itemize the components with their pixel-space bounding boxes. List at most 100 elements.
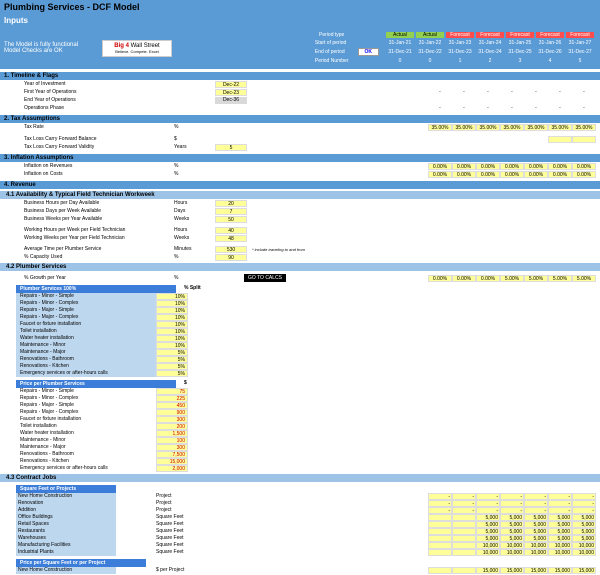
- forecast-cell[interactable]: -: [500, 105, 524, 112]
- forecast-cell[interactable]: 0.00%: [428, 163, 452, 170]
- sq-cell[interactable]: [452, 514, 476, 521]
- forecast-cell[interactable]: 5.00%: [500, 275, 524, 282]
- pct-cell[interactable]: 10%: [156, 293, 188, 300]
- sq-cell[interactable]: 15,000: [548, 567, 572, 574]
- forecast-cell[interactable]: 0.00%: [476, 275, 500, 282]
- sq-cell[interactable]: 10,000: [476, 542, 500, 549]
- forecast-cell[interactable]: -: [524, 89, 548, 96]
- price-cell[interactable]: 1,500: [156, 430, 188, 437]
- pct-cell[interactable]: 10%: [156, 335, 188, 342]
- sq-cell[interactable]: -: [524, 493, 548, 500]
- pct-cell[interactable]: 10%: [156, 300, 188, 307]
- sq-cell[interactable]: 15,000: [476, 567, 500, 574]
- sq-cell[interactable]: 10,000: [524, 542, 548, 549]
- sq-cell[interactable]: [428, 549, 452, 556]
- sq-cell[interactable]: 5,000: [572, 535, 596, 542]
- sq-cell[interactable]: 10,000: [548, 542, 572, 549]
- sq-cell[interactable]: -: [452, 493, 476, 500]
- forecast-cell[interactable]: -: [548, 89, 572, 96]
- sq-cell[interactable]: [452, 567, 476, 574]
- price-cell[interactable]: 900: [156, 409, 188, 416]
- sq-cell[interactable]: 10,000: [572, 542, 596, 549]
- sq-cell[interactable]: -: [500, 500, 524, 507]
- sq-cell[interactable]: 5,000: [524, 514, 548, 521]
- forecast-cell[interactable]: 35.00%: [572, 124, 596, 131]
- sq-cell[interactable]: 5,000: [476, 514, 500, 521]
- forecast-cell[interactable]: 35.00%: [548, 124, 572, 131]
- sq-cell[interactable]: -: [452, 500, 476, 507]
- sq-cell[interactable]: -: [548, 493, 572, 500]
- sq-cell[interactable]: 5,000: [524, 535, 548, 542]
- price-cell[interactable]: 225: [156, 395, 188, 402]
- pct-cell[interactable]: 5%: [156, 349, 188, 356]
- forecast-cell[interactable]: 0.00%: [452, 275, 476, 282]
- pct-cell[interactable]: 10%: [156, 328, 188, 335]
- price-cell[interactable]: 300: [156, 444, 188, 451]
- sq-cell[interactable]: 10,000: [500, 542, 524, 549]
- sq-cell[interactable]: 5,000: [476, 535, 500, 542]
- sq-cell[interactable]: 15,000: [572, 567, 596, 574]
- sq-cell[interactable]: 15,000: [500, 567, 524, 574]
- forecast-cell[interactable]: 0.00%: [476, 171, 500, 178]
- sq-cell[interactable]: 10,000: [524, 549, 548, 556]
- sq-cell[interactable]: 10,000: [572, 549, 596, 556]
- pct-cell[interactable]: 10%: [156, 314, 188, 321]
- sq-cell[interactable]: [452, 549, 476, 556]
- sq-cell[interactable]: -: [428, 507, 452, 514]
- forecast-cell[interactable]: -: [572, 105, 596, 112]
- sq-cell[interactable]: -: [572, 507, 596, 514]
- price-cell[interactable]: 7,500: [156, 451, 188, 458]
- forecast-cell[interactable]: 0.00%: [500, 171, 524, 178]
- sq-cell[interactable]: 5,000: [524, 528, 548, 535]
- sq-cell[interactable]: [452, 521, 476, 528]
- forecast-cell[interactable]: -: [524, 105, 548, 112]
- sq-cell[interactable]: 5,000: [572, 521, 596, 528]
- forecast-cell[interactable]: 0.00%: [572, 171, 596, 178]
- sq-cell[interactable]: -: [500, 493, 524, 500]
- price-cell[interactable]: 100: [156, 437, 188, 444]
- pct-cell[interactable]: 5%: [156, 363, 188, 370]
- sq-cell[interactable]: -: [476, 507, 500, 514]
- forecast-cell[interactable]: 0.00%: [572, 163, 596, 170]
- pct-cell[interactable]: 10%: [156, 307, 188, 314]
- sq-cell[interactable]: -: [428, 493, 452, 500]
- sq-cell[interactable]: -: [452, 507, 476, 514]
- sq-cell[interactable]: 5,000: [548, 521, 572, 528]
- sq-cell[interactable]: 10,000: [476, 549, 500, 556]
- forecast-cell[interactable]: 0.00%: [452, 171, 476, 178]
- forecast-cell[interactable]: 0.00%: [428, 275, 452, 282]
- sq-cell[interactable]: 5,000: [500, 535, 524, 542]
- sq-cell[interactable]: -: [572, 500, 596, 507]
- forecast-cell[interactable]: -: [476, 105, 500, 112]
- price-cell[interactable]: 15,000: [156, 458, 188, 465]
- forecast-cell[interactable]: 0.00%: [476, 163, 500, 170]
- sq-cell[interactable]: [428, 528, 452, 535]
- sq-cell[interactable]: -: [476, 500, 500, 507]
- forecast-cell[interactable]: -: [452, 105, 476, 112]
- sq-cell[interactable]: -: [500, 507, 524, 514]
- sq-cell[interactable]: [428, 521, 452, 528]
- sq-cell[interactable]: -: [572, 493, 596, 500]
- sq-cell[interactable]: [452, 528, 476, 535]
- forecast-cell[interactable]: 35.00%: [428, 124, 452, 131]
- sq-cell[interactable]: 5,000: [524, 521, 548, 528]
- sq-cell[interactable]: 5,000: [500, 521, 524, 528]
- price-cell[interactable]: 450: [156, 402, 188, 409]
- price-cell[interactable]: 75: [156, 388, 188, 395]
- forecast-cell[interactable]: 0.00%: [452, 163, 476, 170]
- forecast-cell[interactable]: 5.00%: [548, 275, 572, 282]
- pct-cell[interactable]: 5%: [156, 370, 188, 377]
- sq-cell[interactable]: 15,000: [524, 567, 548, 574]
- forecast-cell[interactable]: -: [500, 89, 524, 96]
- forecast-cell[interactable]: -: [476, 89, 500, 96]
- go-to-calcs-button[interactable]: GO TO CALCS: [244, 274, 286, 282]
- sq-cell[interactable]: [428, 535, 452, 542]
- forecast-cell[interactable]: 0.00%: [428, 171, 452, 178]
- sq-cell[interactable]: -: [476, 493, 500, 500]
- forecast-cell[interactable]: -: [572, 89, 596, 96]
- sq-cell[interactable]: 5,000: [476, 528, 500, 535]
- pct-cell[interactable]: 10%: [156, 342, 188, 349]
- sq-cell[interactable]: [428, 514, 452, 521]
- sq-cell[interactable]: -: [428, 500, 452, 507]
- forecast-cell[interactable]: -: [428, 89, 452, 96]
